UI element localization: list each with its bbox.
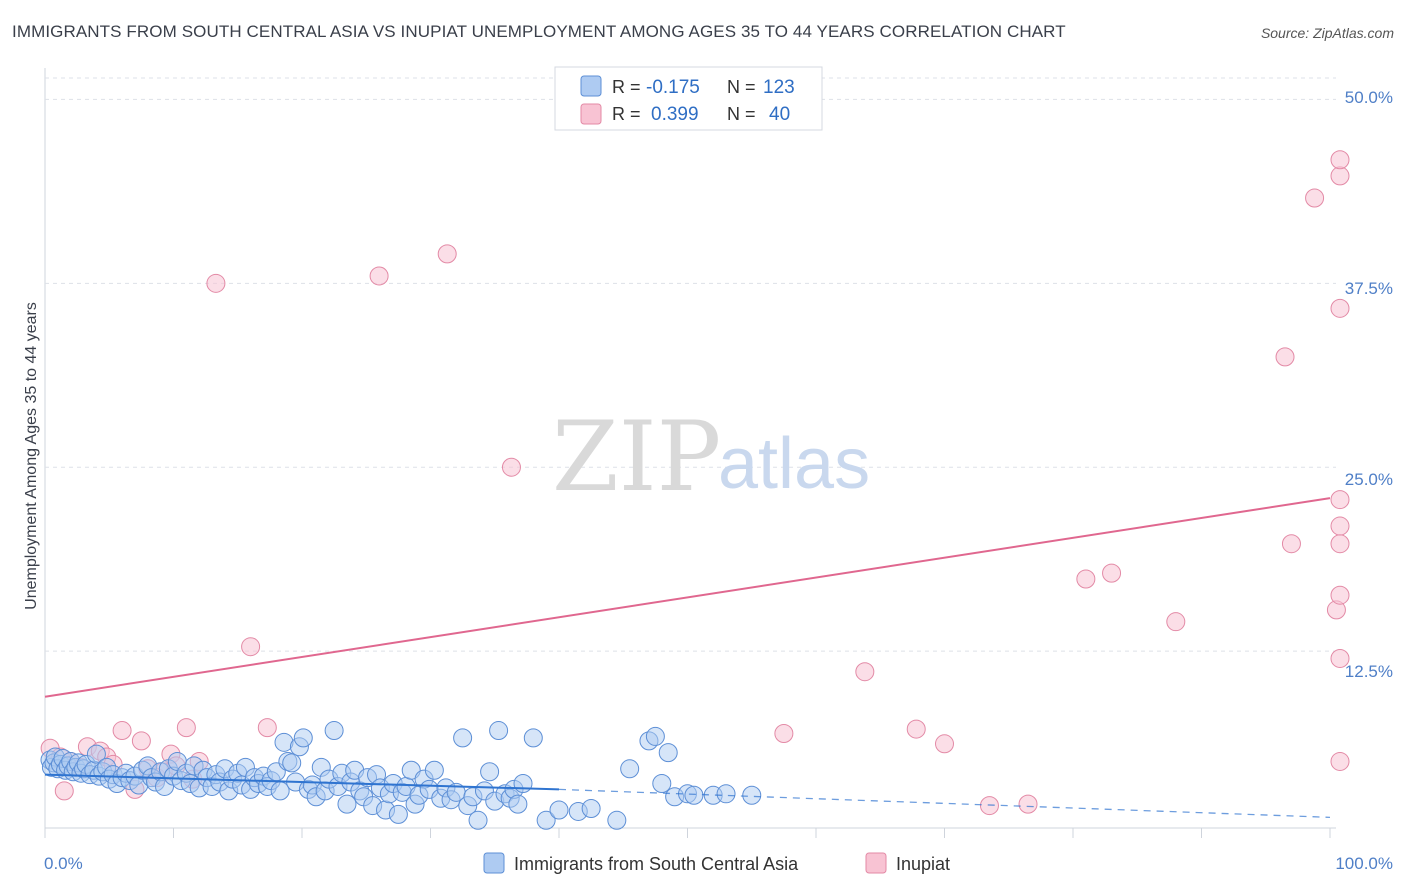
watermark: ZIP atlas bbox=[552, 401, 870, 513]
south-central-asia-point bbox=[716, 784, 736, 804]
bottom-legend-swatch-blue bbox=[483, 852, 505, 874]
south-central-asia-point bbox=[508, 794, 528, 814]
inupiat-point bbox=[241, 637, 261, 657]
inupiat-point bbox=[1330, 166, 1350, 186]
south-central-asia-point bbox=[620, 759, 640, 779]
inupiat-point bbox=[369, 266, 389, 286]
south-central-asia-point bbox=[282, 753, 302, 773]
south-central-asia-point bbox=[468, 810, 488, 830]
inupiat-point bbox=[1018, 794, 1038, 814]
y-tick-labels: 12.5% 25.0% 37.5% 50.0% bbox=[1345, 88, 1393, 681]
south-central-asia-point bbox=[337, 794, 357, 814]
south-central-asia-point bbox=[607, 810, 627, 830]
x-tick-label-0: 0.0% bbox=[44, 854, 83, 873]
inupiat-point bbox=[176, 718, 196, 738]
y-tick-label-50: 50.0% bbox=[1345, 88, 1393, 107]
south-central-asia-point bbox=[645, 726, 665, 746]
inupiat-point bbox=[437, 244, 457, 264]
inupiat-point bbox=[131, 731, 151, 751]
chart-title: IMMIGRANTS FROM SOUTH CENTRAL ASIA VS IN… bbox=[12, 22, 1066, 41]
inupiat-point bbox=[112, 721, 132, 741]
south-central-asia-point bbox=[453, 728, 473, 748]
source-label: Source: ZipAtlas.com bbox=[1260, 25, 1394, 41]
trendline-south-central-asia-dashed bbox=[558, 788, 1331, 818]
inupiat-point bbox=[257, 718, 277, 738]
south-central-asia-point bbox=[513, 774, 533, 794]
inupiat-point bbox=[1076, 569, 1096, 589]
south-central-asia-point bbox=[652, 774, 672, 794]
south-central-asia-point bbox=[324, 721, 344, 741]
legend-n-value-blue: 123 bbox=[763, 77, 795, 98]
south-central-asia-point bbox=[549, 800, 569, 820]
legend-r-value-blue: -0.175 bbox=[646, 77, 700, 98]
inupiat-point bbox=[1330, 150, 1350, 170]
watermark-atlas: atlas bbox=[718, 424, 870, 504]
bottom-legend-label-pink: Inupiat bbox=[896, 854, 950, 874]
legend-r-value-pink: 0.399 bbox=[651, 104, 699, 125]
series-legend: Immigrants from South Central Asia Inupi… bbox=[483, 852, 950, 874]
south-central-asia-point bbox=[424, 760, 444, 780]
inupiat-point bbox=[1330, 490, 1350, 510]
inupiat-point bbox=[1305, 188, 1325, 208]
legend-n-label-pink: N = bbox=[727, 104, 756, 124]
south-central-asia-point bbox=[86, 744, 106, 764]
inupiat-point bbox=[206, 273, 226, 293]
y-tick-label-12-5: 12.5% bbox=[1345, 662, 1393, 681]
trendlines bbox=[44, 497, 1331, 818]
legend-swatch-pink bbox=[580, 103, 602, 125]
y-tick-label-37-5: 37.5% bbox=[1345, 279, 1393, 298]
legend-r-label-pink: R = bbox=[612, 104, 641, 124]
inupiat-point bbox=[501, 457, 521, 477]
south-central-asia-point bbox=[388, 804, 408, 824]
y-axis-label: Unemployment Among Ages 35 to 44 years bbox=[23, 302, 40, 610]
inupiat-point bbox=[1102, 563, 1122, 583]
legend-r-label-blue: R = bbox=[612, 77, 641, 97]
inupiat-point bbox=[1166, 612, 1186, 632]
inupiat-point bbox=[1275, 347, 1295, 367]
legend-n-label-blue: N = bbox=[727, 77, 756, 97]
bottom-legend-swatch-pink bbox=[865, 852, 887, 874]
trendline-inupiat bbox=[44, 497, 1331, 698]
bottom-legend-label-blue: Immigrants from South Central Asia bbox=[514, 854, 799, 874]
plot-frame bbox=[44, 68, 1336, 829]
inupiat-point bbox=[1330, 585, 1350, 605]
south-central-asia-point bbox=[489, 721, 509, 741]
inupiat-point bbox=[774, 723, 794, 743]
south-central-asia-point bbox=[293, 728, 313, 748]
inupiat-point bbox=[1281, 534, 1301, 554]
south-central-asia-point bbox=[658, 743, 678, 763]
south-central-asia-point bbox=[536, 810, 556, 830]
inupiat-point bbox=[1330, 751, 1350, 771]
inupiat-point bbox=[54, 781, 74, 801]
inupiat-point bbox=[1330, 534, 1350, 554]
x-tick-label-100: 100.0% bbox=[1335, 854, 1393, 873]
south-central-asia-point bbox=[581, 799, 601, 819]
legend-swatch-blue bbox=[580, 75, 602, 97]
south-central-asia-point bbox=[480, 762, 500, 782]
south-central-asia-point bbox=[684, 785, 704, 805]
south-central-asia-point bbox=[523, 728, 543, 748]
inupiat-point bbox=[906, 719, 926, 739]
inupiat-point bbox=[935, 734, 954, 754]
watermark-zip: ZIP bbox=[552, 401, 721, 513]
inupiat-point bbox=[1330, 648, 1350, 668]
y-tick-label-25: 25.0% bbox=[1345, 470, 1393, 489]
inupiat-point bbox=[1330, 516, 1350, 536]
legend-n-value-pink: 40 bbox=[769, 104, 790, 125]
gridlines bbox=[45, 77, 1336, 652]
inupiat-point bbox=[1330, 298, 1350, 318]
correlation-legend: R = -0.175 N = 123 R = 0.399 N = 40 bbox=[554, 66, 823, 131]
trendline-south-central-asia bbox=[44, 773, 560, 791]
x-ticks bbox=[44, 828, 1331, 838]
inupiat-point bbox=[855, 662, 875, 682]
south-central-asia-points bbox=[40, 721, 762, 830]
south-central-asia-point bbox=[742, 785, 762, 805]
